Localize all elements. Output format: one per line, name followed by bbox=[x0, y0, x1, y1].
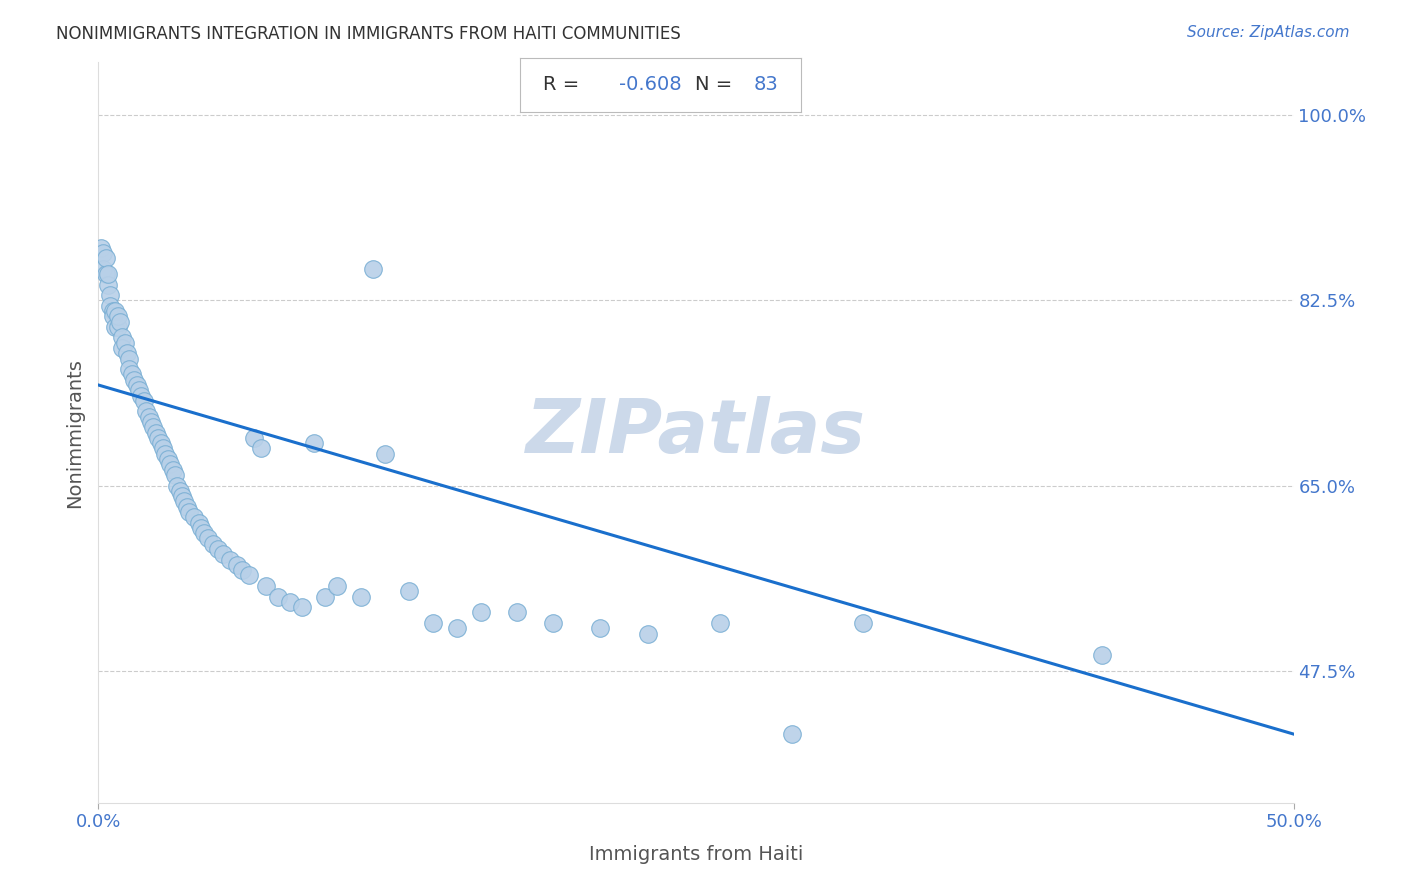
Point bbox=[118, 362, 141, 376]
Point bbox=[243, 431, 266, 445]
Point bbox=[91, 261, 114, 276]
Point bbox=[219, 552, 242, 566]
Point bbox=[302, 436, 325, 450]
Point bbox=[446, 621, 468, 635]
Point bbox=[142, 420, 165, 434]
Point bbox=[207, 541, 229, 556]
Point bbox=[250, 442, 273, 456]
Point bbox=[107, 310, 129, 324]
Point bbox=[90, 240, 112, 255]
Point bbox=[506, 606, 529, 620]
Point bbox=[202, 537, 225, 551]
Point bbox=[350, 590, 373, 604]
Y-axis label: Nonimmigrants: Nonimmigrants bbox=[66, 358, 84, 508]
Point bbox=[1091, 648, 1114, 662]
Point bbox=[541, 615, 564, 630]
Point bbox=[121, 368, 143, 382]
Text: 83: 83 bbox=[754, 75, 779, 95]
Point bbox=[231, 563, 253, 577]
Point bbox=[111, 330, 134, 344]
Point bbox=[114, 335, 136, 350]
Point bbox=[589, 621, 612, 635]
Point bbox=[190, 521, 212, 535]
Point bbox=[211, 547, 233, 561]
Point bbox=[187, 516, 209, 530]
Point bbox=[470, 606, 492, 620]
Point bbox=[155, 447, 177, 461]
Point bbox=[97, 267, 120, 281]
Point bbox=[128, 384, 150, 398]
Point bbox=[398, 584, 420, 599]
X-axis label: Immigrants from Haiti: Immigrants from Haiti bbox=[589, 845, 803, 864]
Text: -0.608: -0.608 bbox=[619, 75, 682, 95]
Point bbox=[709, 615, 731, 630]
Point bbox=[176, 500, 198, 514]
Text: Source: ZipAtlas.com: Source: ZipAtlas.com bbox=[1187, 25, 1350, 40]
Point bbox=[135, 404, 157, 418]
Point bbox=[193, 526, 215, 541]
Point bbox=[852, 615, 875, 630]
Point bbox=[163, 467, 186, 482]
Point bbox=[152, 442, 174, 456]
Point bbox=[363, 261, 385, 276]
Point bbox=[278, 595, 301, 609]
Point bbox=[179, 505, 201, 519]
Point bbox=[637, 626, 659, 640]
Point bbox=[94, 267, 117, 281]
Point bbox=[226, 558, 249, 572]
Point bbox=[374, 447, 396, 461]
Point bbox=[111, 341, 134, 355]
Point bbox=[139, 415, 162, 429]
Text: ZIPatlas: ZIPatlas bbox=[526, 396, 866, 469]
Point bbox=[132, 393, 155, 408]
Point bbox=[104, 304, 127, 318]
Point bbox=[148, 431, 170, 445]
Point bbox=[169, 483, 191, 498]
Point bbox=[780, 727, 803, 741]
Point bbox=[145, 425, 167, 440]
Point bbox=[326, 579, 349, 593]
Point bbox=[104, 319, 127, 334]
Point bbox=[156, 452, 179, 467]
Point bbox=[124, 373, 146, 387]
Text: R =: R = bbox=[543, 75, 585, 95]
Point bbox=[98, 299, 122, 313]
Point bbox=[101, 304, 124, 318]
Point bbox=[125, 378, 148, 392]
Point bbox=[166, 478, 188, 492]
Point bbox=[183, 510, 205, 524]
Point bbox=[172, 489, 194, 503]
Point bbox=[149, 436, 172, 450]
Point bbox=[173, 494, 195, 508]
Point bbox=[131, 389, 153, 403]
Point bbox=[138, 409, 160, 424]
Point bbox=[238, 568, 260, 582]
Point bbox=[94, 251, 117, 265]
Point bbox=[98, 288, 122, 302]
Point bbox=[162, 462, 184, 476]
Point bbox=[291, 600, 314, 615]
Point bbox=[97, 277, 120, 292]
Point bbox=[254, 579, 277, 593]
Point bbox=[315, 590, 337, 604]
Point bbox=[91, 245, 114, 260]
Point bbox=[115, 346, 138, 360]
Text: N =: N = bbox=[695, 75, 738, 95]
Text: NONIMMIGRANTS INTEGRATION IN IMMIGRANTS FROM HAITI COMMUNITIES: NONIMMIGRANTS INTEGRATION IN IMMIGRANTS … bbox=[56, 25, 681, 43]
Point bbox=[118, 351, 141, 366]
Point bbox=[197, 532, 219, 546]
Point bbox=[101, 310, 124, 324]
Point bbox=[108, 315, 131, 329]
Point bbox=[422, 615, 444, 630]
Point bbox=[107, 319, 129, 334]
Point bbox=[159, 458, 181, 472]
Point bbox=[267, 590, 290, 604]
